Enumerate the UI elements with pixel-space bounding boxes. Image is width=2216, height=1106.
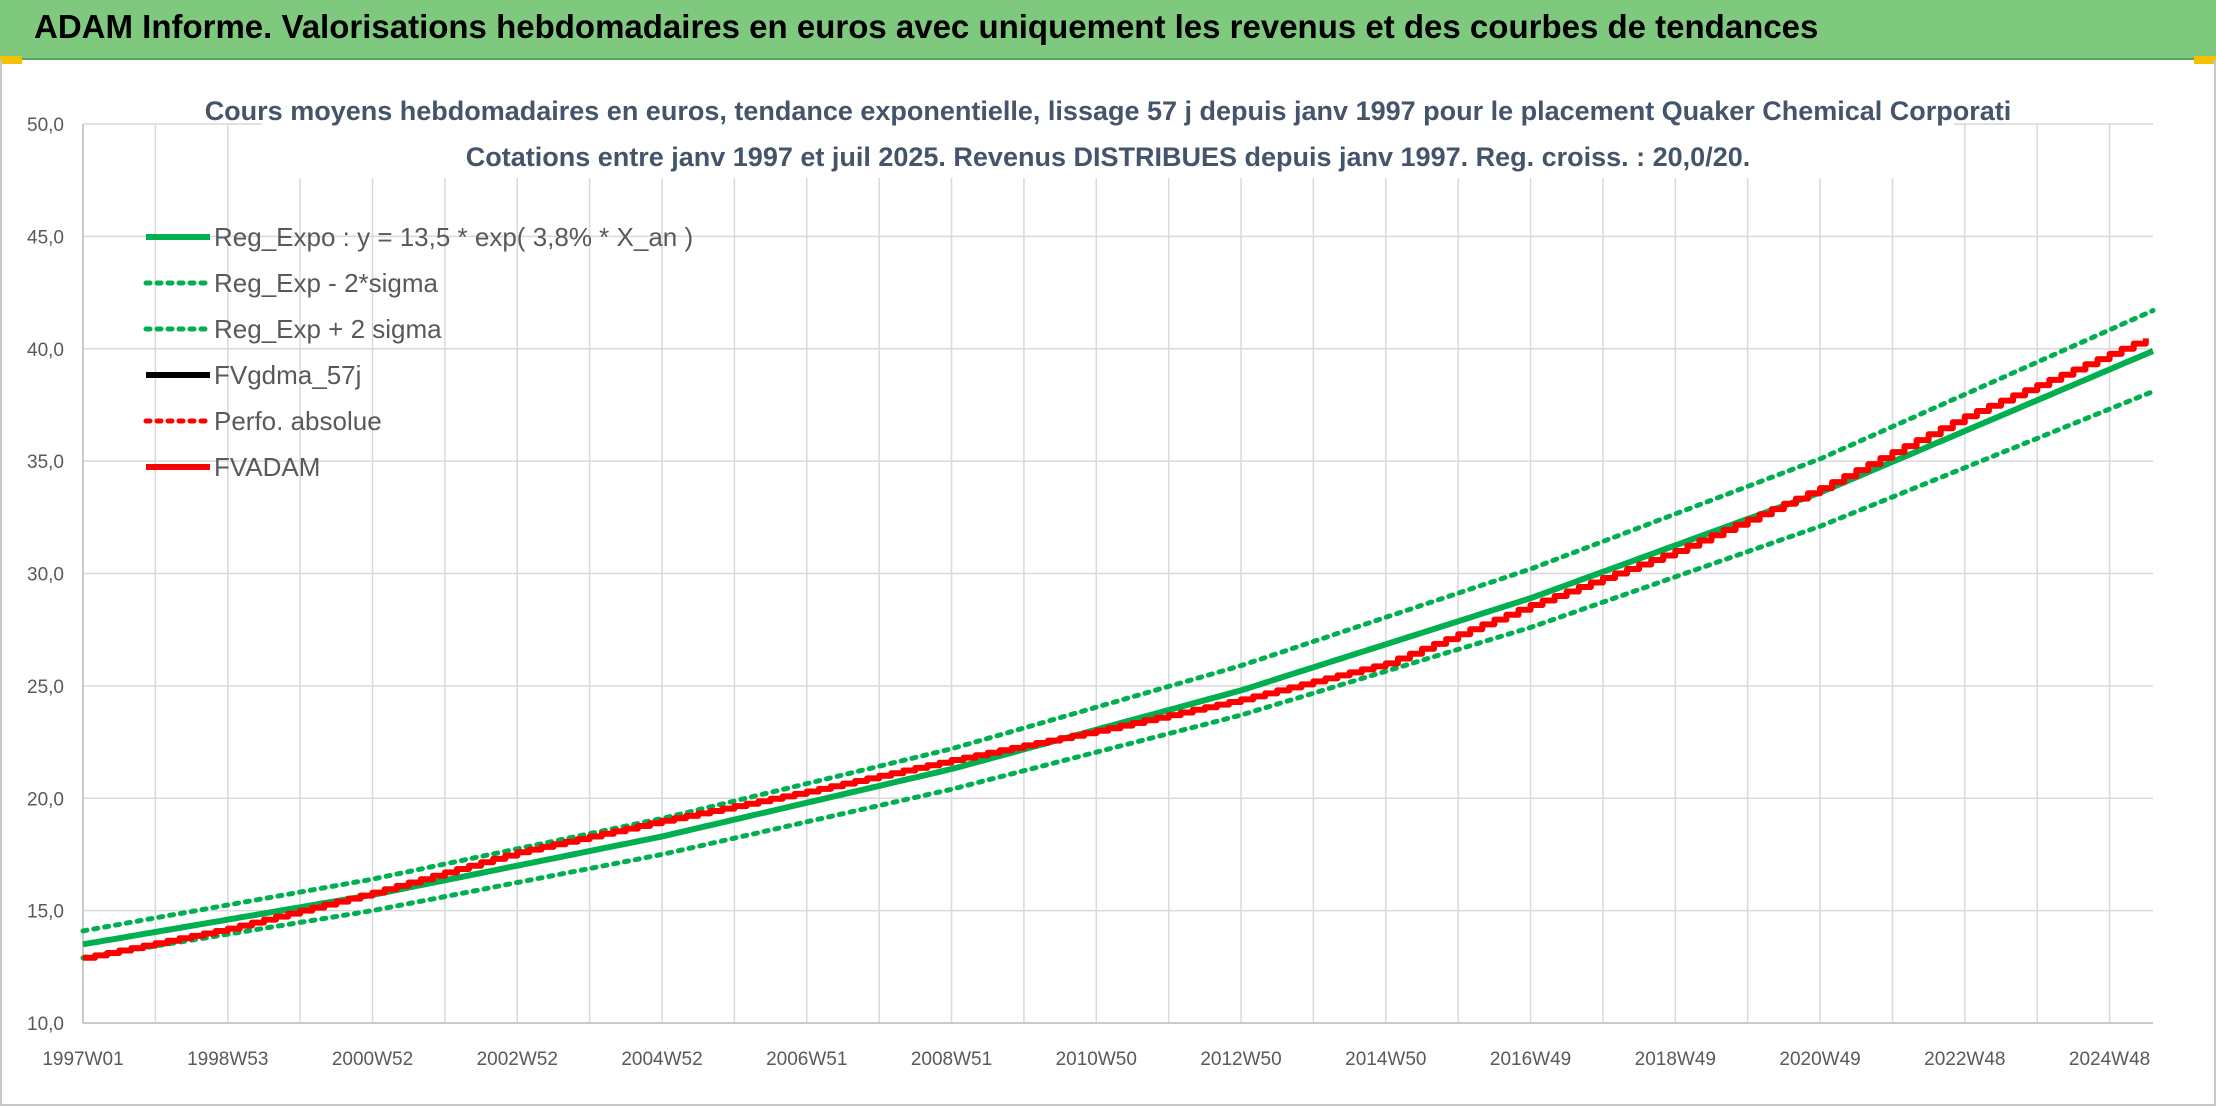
chart-title: Cours moyens hebdomadaires en euros, ten… [205, 96, 2012, 126]
report-banner: ADAM Informe. Valorisations hebdomadaire… [0, 0, 2216, 60]
y-tick-label: 50,0 [27, 115, 64, 136]
x-tick-label: 2010W50 [1056, 1049, 1137, 1070]
x-tick-label: 2016W49 [1490, 1049, 1571, 1070]
x-tick-label: 2024W48 [2069, 1049, 2150, 1070]
legend-label-3: FVgdma_57j [214, 360, 361, 390]
legend: Reg_Expo : y = 13,5 * exp( 3,8% * X_an )… [143, 222, 693, 482]
tick-labels: 10,0 15,0 20,0 25,0 30,0 35,0 40,0 45,0 50,0 1997… [27, 115, 2150, 1070]
y-tick-label: 20,0 [27, 789, 64, 810]
x-tick-label: 2022W48 [1924, 1049, 2005, 1070]
legend-label-5: FVADAM [214, 452, 320, 482]
x-tick-label: 2014W50 [1345, 1049, 1426, 1070]
x-tick-label: 1997W01 [42, 1049, 123, 1070]
y-tick-label: 35,0 [27, 452, 64, 473]
x-tick-label: 2012W50 [1200, 1049, 1281, 1070]
x-tick-label: 2000W52 [332, 1049, 413, 1070]
report-title: ADAM Informe. Valorisations hebdomadaire… [34, 8, 1819, 45]
series-layer [80, 308, 2156, 961]
y-tick-label: 45,0 [27, 227, 64, 248]
corner-mark-right [2194, 56, 2216, 64]
legend-label-1: Reg_Exp - 2*sigma [214, 268, 439, 298]
y-tick-label: 40,0 [27, 340, 64, 361]
y-tick-label: 15,0 [27, 902, 64, 923]
x-tick-label: 1998W53 [187, 1049, 268, 1070]
legend-label-2: Reg_Exp + 2 sigma [214, 314, 442, 344]
legend-label-0: Reg_Expo : y = 13,5 * exp( 3,8% * X_an ) [214, 222, 693, 252]
corner-mark-left [0, 56, 22, 64]
series-line-5 [83, 338, 2149, 961]
x-tick-label: 2006W51 [766, 1049, 847, 1070]
title-background [262, 92, 1954, 178]
x-tick-label: 2002W52 [477, 1049, 558, 1070]
chart-frame [0, 60, 2216, 1106]
y-tick-label: 10,0 [27, 1014, 64, 1035]
series-line-1 [80, 389, 2156, 961]
legend-label-4: Perfo. absolue [214, 406, 382, 436]
x-tick-label: 2018W49 [1635, 1049, 1716, 1070]
series-line-2 [80, 308, 2156, 934]
x-tick-label: 2004W52 [621, 1049, 702, 1070]
y-tick-label: 25,0 [27, 677, 64, 698]
series-line-0 [82, 348, 2155, 948]
x-tick-label: 2008W51 [911, 1049, 992, 1070]
x-tick-label: 2020W49 [1779, 1049, 1860, 1070]
y-tick-label: 30,0 [27, 565, 64, 586]
chart-subtitle: Cotations entre janv 1997 et juil 2025. … [466, 142, 1751, 172]
